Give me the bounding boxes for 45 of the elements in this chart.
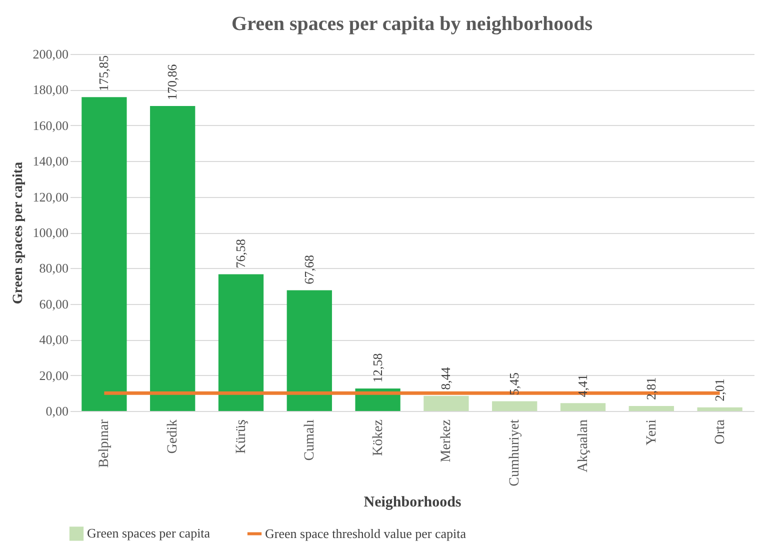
y-tick-label: 200,00	[32, 46, 68, 62]
data-label: 170,86	[164, 64, 180, 100]
y-tick-label: 40,00	[39, 332, 68, 348]
data-label: 175,85	[96, 55, 112, 92]
y-tick-label: 180,00	[32, 82, 68, 98]
bar	[286, 290, 332, 411]
bar	[628, 406, 674, 411]
bar	[697, 407, 742, 411]
y-tick-label: 20,00	[39, 368, 68, 383]
data-label: 8,44	[438, 366, 454, 390]
data-label: 5,45	[506, 372, 522, 396]
bar	[560, 403, 606, 411]
x-tick-label: Yeni	[644, 419, 660, 446]
x-tick-label: Cumalı	[302, 419, 318, 461]
x-tick-label: Merkez	[439, 420, 454, 462]
bar	[150, 106, 196, 411]
y-tick-label: 160,00	[32, 118, 68, 133]
y-tick-label: 80,00	[39, 260, 68, 276]
x-tick-label: Kürüş	[234, 420, 249, 454]
data-label: 67,68	[301, 254, 316, 284]
legend-label: Green space threshold value per capita	[265, 526, 466, 541]
data-label: 4,41	[575, 374, 590, 398]
data-label: 2,81	[643, 377, 658, 400]
legend-label: Green spaces per capita	[87, 526, 210, 541]
x-axis-title: Neighborhoods	[364, 494, 462, 510]
x-tick-label: Orta	[712, 418, 728, 444]
x-tick-label: Akçaalan	[576, 420, 591, 472]
data-label: 2,01	[712, 378, 727, 402]
data-label: 12,58	[370, 353, 385, 383]
y-tick-label: 100,00	[32, 225, 68, 240]
x-tick-label: Gedik	[166, 420, 181, 454]
y-tick-label: 120,00	[32, 189, 68, 204]
x-tick-label: Belpınar	[97, 419, 112, 468]
chart-title: Green spaces per capita by neighborhoods	[232, 13, 593, 35]
bar	[82, 97, 127, 411]
bar	[424, 396, 469, 411]
x-tick-label: Cumhuriyet	[508, 419, 523, 486]
y-axis-title: Green spaces per capita	[10, 162, 26, 304]
x-tick-label: Kökez	[370, 420, 386, 456]
y-tick-label: 140,00	[32, 154, 68, 169]
data-label: 76,58	[233, 239, 248, 268]
y-tick-label: 0,00	[46, 404, 68, 418]
bar	[492, 401, 538, 411]
y-tick-label: 60,00	[39, 296, 68, 312]
bar	[218, 274, 264, 411]
